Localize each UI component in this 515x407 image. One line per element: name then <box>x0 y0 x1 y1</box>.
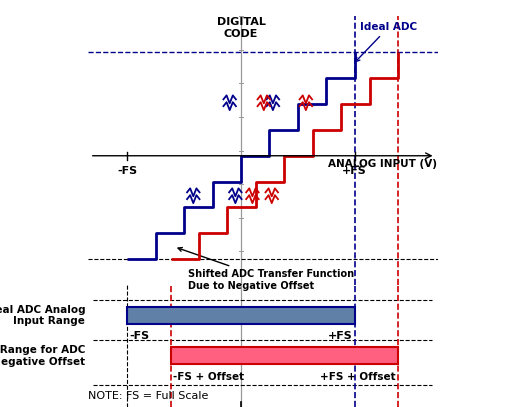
Text: NOTE: FS = Full Scale: NOTE: FS = Full Scale <box>88 391 208 401</box>
Text: +FS + Offset: +FS + Offset <box>320 372 396 382</box>
Text: -FS: -FS <box>117 166 138 176</box>
Text: Ideal ADC Analog
Input Range: Ideal ADC Analog Input Range <box>0 304 85 326</box>
Text: Input Range for ADC
with Negative Offset: Input Range for ADC with Negative Offset <box>0 345 85 367</box>
Text: DIGITAL
CODE: DIGITAL CODE <box>217 18 266 39</box>
Text: -FS + Offset: -FS + Offset <box>173 372 244 382</box>
Text: +FS: +FS <box>328 331 352 341</box>
Bar <box>127 307 355 324</box>
Text: Ideal ADC: Ideal ADC <box>355 22 418 62</box>
Text: ANALOG INPUT (V): ANALOG INPUT (V) <box>328 159 437 169</box>
Text: +FS: +FS <box>342 166 367 176</box>
Text: -FS: -FS <box>130 331 150 341</box>
Bar <box>170 347 398 364</box>
Text: Shifted ADC Transfer Function
Due to Negative Offset: Shifted ADC Transfer Function Due to Neg… <box>178 247 354 291</box>
